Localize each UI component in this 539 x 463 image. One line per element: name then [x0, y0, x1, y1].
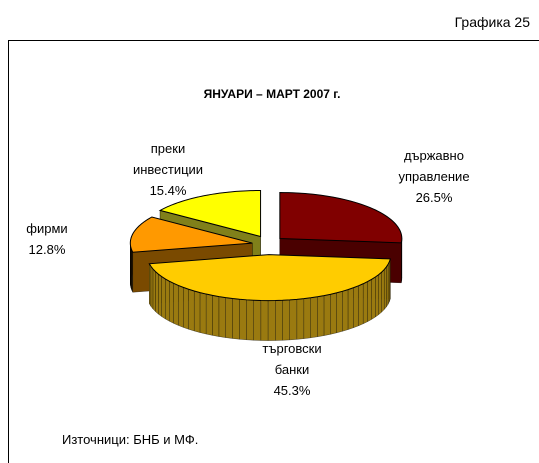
slice-side — [158, 273, 162, 317]
slice-side — [347, 287, 354, 330]
slice-side — [317, 295, 325, 337]
slice-side — [260, 300, 269, 341]
slice-side — [267, 300, 276, 341]
slice-side — [353, 285, 359, 328]
slice-side — [152, 268, 156, 312]
source: Източници: БНБ и МФ. — [62, 432, 198, 447]
slice-top — [279, 192, 403, 244]
slice-side — [149, 263, 152, 307]
slice-top — [158, 189, 262, 238]
slice-label: търговски банки 45.3% — [262, 338, 321, 401]
slice-side — [150, 265, 154, 310]
slice-side — [218, 296, 226, 338]
value-label: 45.3% — [273, 383, 311, 398]
slice-side — [183, 287, 189, 330]
slice-side — [384, 266, 387, 310]
slice-side — [206, 293, 213, 336]
slice-label: фирми 12.8% — [26, 218, 67, 260]
slice-side — [194, 290, 201, 333]
slice-side — [169, 280, 174, 324]
slice-side — [225, 297, 233, 339]
slice-side — [173, 283, 179, 326]
slice-side — [367, 279, 372, 322]
category-label: държавно управление — [398, 148, 470, 184]
frame — [8, 40, 539, 463]
category-label: фирми — [26, 221, 68, 236]
slice-side — [387, 261, 390, 305]
pie-slice — [148, 254, 391, 341]
slice-side — [212, 295, 220, 337]
slice-side — [378, 271, 382, 315]
slice-side — [323, 294, 331, 336]
slice-label: държавно управление 26.5% — [398, 145, 469, 208]
slice-side — [303, 297, 311, 339]
category-label: търговски банки — [262, 341, 322, 377]
slice-side — [155, 271, 159, 315]
slice-side — [310, 296, 318, 338]
slice-top — [148, 254, 391, 302]
slice-side — [282, 299, 290, 341]
slice-side — [375, 274, 379, 318]
slice-side — [371, 276, 376, 320]
slice-side — [165, 278, 170, 322]
slice-side — [358, 283, 364, 327]
value-label: 12.8% — [28, 242, 66, 257]
slice-side — [296, 298, 304, 340]
slice-side — [330, 292, 337, 335]
slice-side — [232, 298, 240, 340]
slice-label: преки инвестиции 15.4% — [133, 138, 203, 201]
slice-side — [275, 300, 283, 341]
slice-top — [129, 216, 253, 253]
slice-side — [161, 276, 166, 320]
value-label: 26.5% — [415, 190, 453, 205]
slice-side — [381, 269, 385, 313]
category-label: преки инвестиции — [132, 141, 204, 177]
slice-side — [188, 289, 195, 332]
slice-side — [386, 263, 389, 308]
slice-side — [253, 300, 262, 341]
chart-title: ЯНУАРИ – МАРТ 2007 г. — [204, 87, 341, 101]
slice-side — [178, 285, 184, 328]
page-label: Графика 25 — [455, 14, 531, 30]
slice-side — [342, 289, 349, 332]
slice-side — [239, 299, 247, 340]
value-label: 15.4% — [149, 183, 187, 198]
slice-side — [199, 292, 207, 335]
slice-side — [289, 299, 297, 341]
slice-side — [336, 291, 343, 334]
slice-side — [246, 299, 254, 341]
pie-slice — [279, 192, 403, 284]
slice-side — [363, 281, 368, 325]
